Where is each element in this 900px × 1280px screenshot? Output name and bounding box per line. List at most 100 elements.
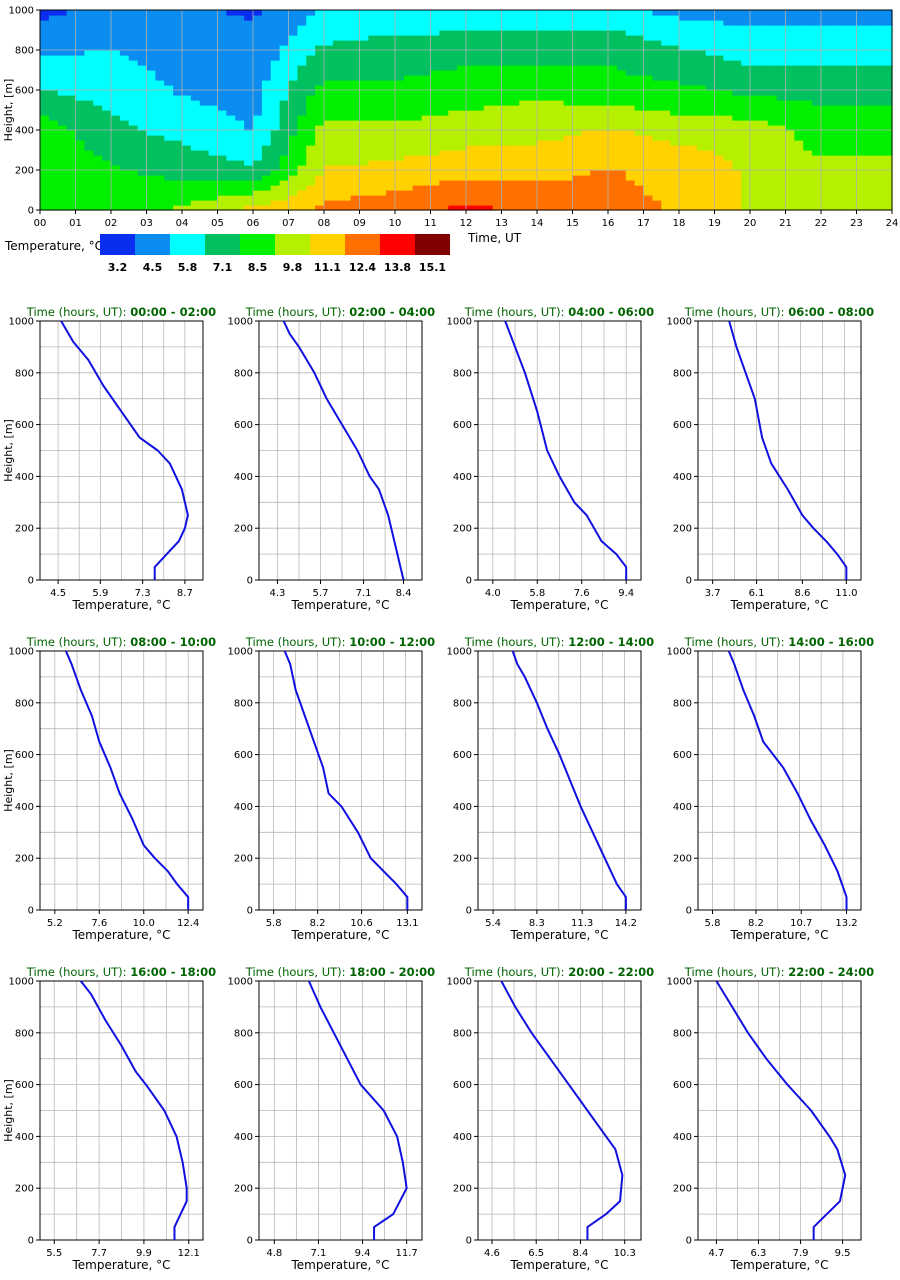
heatmap-cell — [616, 110, 627, 116]
heatmap-cell — [102, 160, 112, 166]
heatmap-cell — [199, 65, 210, 71]
heatmap-cell — [395, 110, 405, 116]
heatmap-cell — [794, 190, 804, 196]
heatmap-cell — [599, 200, 609, 206]
heatmap-cell — [155, 205, 165, 211]
heatmap-cell — [865, 85, 875, 91]
heatmap-cell — [483, 120, 494, 126]
heatmap-cell — [395, 70, 405, 76]
heatmap-cell — [66, 170, 77, 176]
heatmap-cell — [821, 25, 831, 31]
heatmap-cell — [599, 50, 609, 56]
heatmap-cell — [537, 65, 547, 71]
heatmap-cell — [190, 45, 201, 51]
heatmap-cell — [643, 55, 653, 61]
heatmap-cell — [554, 55, 565, 61]
heatmap-x-tick-label: 17 — [637, 218, 650, 229]
heatmap-cell — [847, 75, 858, 81]
heatmap-cell — [386, 200, 396, 206]
heatmap-cell — [324, 75, 334, 81]
heatmap-cell — [297, 20, 307, 26]
heatmap-cell — [874, 185, 884, 191]
heatmap-cell — [66, 95, 77, 101]
heatmap-cell — [466, 75, 476, 81]
heatmap-cell — [40, 205, 50, 211]
heatmap-cell — [652, 95, 662, 101]
heatmap-cell — [785, 140, 795, 146]
heatmap-cell — [883, 120, 893, 126]
heatmap-cell — [572, 140, 582, 146]
heatmap-cell — [483, 10, 494, 16]
heatmap-cell — [244, 60, 254, 66]
heatmap-cell — [794, 155, 804, 161]
heatmap-cell — [519, 65, 529, 71]
heatmap-cell — [643, 150, 653, 156]
heatmap-cell — [297, 180, 307, 186]
heatmap-cell — [625, 90, 636, 96]
heatmap-cell — [439, 190, 449, 196]
heatmap-y-tick-label: 200 — [15, 166, 34, 177]
heatmap-cell — [812, 125, 822, 131]
heatmap-cell — [395, 155, 405, 161]
heatmap-cell — [874, 190, 884, 196]
heatmap-cell — [803, 205, 813, 211]
heatmap-cell — [448, 150, 458, 156]
heatmap-cell — [750, 155, 760, 161]
heatmap-cell — [732, 145, 742, 151]
heatmap-cell — [244, 130, 254, 136]
heatmap-cell — [457, 85, 467, 91]
heatmap-cell — [332, 200, 343, 206]
heatmap-cell — [865, 10, 875, 16]
heatmap-cell — [519, 200, 529, 206]
heatmap-cell — [350, 55, 361, 61]
heatmap-cell — [874, 10, 884, 16]
heatmap-cell — [679, 105, 689, 111]
heatmap-cell — [368, 50, 378, 56]
heatmap-cell — [182, 60, 192, 66]
heatmap-cell — [537, 25, 547, 31]
heatmap-cell — [306, 145, 316, 151]
heatmap-cell — [590, 40, 600, 46]
heatmap-cell — [208, 185, 219, 191]
heatmap-cell — [590, 30, 600, 36]
heatmap-cell — [821, 125, 831, 131]
heatmap-cell — [563, 165, 574, 171]
heatmap-cell — [794, 145, 804, 151]
heatmap-cell — [208, 140, 219, 146]
heatmap-cell — [661, 40, 671, 46]
heatmap-cell — [93, 140, 103, 146]
heatmap-cell — [847, 205, 858, 211]
heatmap-cell — [244, 20, 254, 26]
heatmap-cell — [528, 135, 538, 141]
heatmap-cell — [661, 120, 671, 126]
heatmap-cell — [705, 200, 716, 206]
profile-y-tick-label: 1000 — [9, 977, 34, 988]
heatmap-cell — [279, 95, 290, 101]
heatmap-cell — [111, 30, 121, 36]
heatmap-cell — [439, 55, 449, 61]
heatmap-cell — [199, 25, 210, 31]
heatmap-cell — [430, 195, 440, 201]
heatmap-cell — [128, 175, 139, 181]
heatmap-cell — [758, 30, 769, 36]
heatmap-cell — [643, 60, 653, 66]
heatmap-cell — [297, 125, 307, 131]
heatmap-x-tick-label: 14 — [531, 218, 544, 229]
heatmap-cell — [341, 145, 352, 151]
heatmap-cell — [146, 150, 156, 156]
profile-line — [307, 980, 408, 1240]
heatmap-cell — [208, 130, 219, 136]
heatmap-cell — [341, 75, 352, 81]
heatmap-cell — [466, 60, 476, 66]
heatmap-cell — [217, 45, 227, 51]
heatmap-cell — [679, 125, 689, 131]
heatmap-cell — [421, 95, 432, 101]
heatmap-cell — [155, 135, 165, 141]
heatmap-cell — [199, 110, 210, 116]
heatmap-cell — [758, 155, 769, 161]
heatmap-cell — [492, 185, 503, 191]
heatmap-cell — [794, 30, 804, 36]
heatmap-cell — [794, 140, 804, 146]
heatmap-cell — [217, 105, 227, 111]
